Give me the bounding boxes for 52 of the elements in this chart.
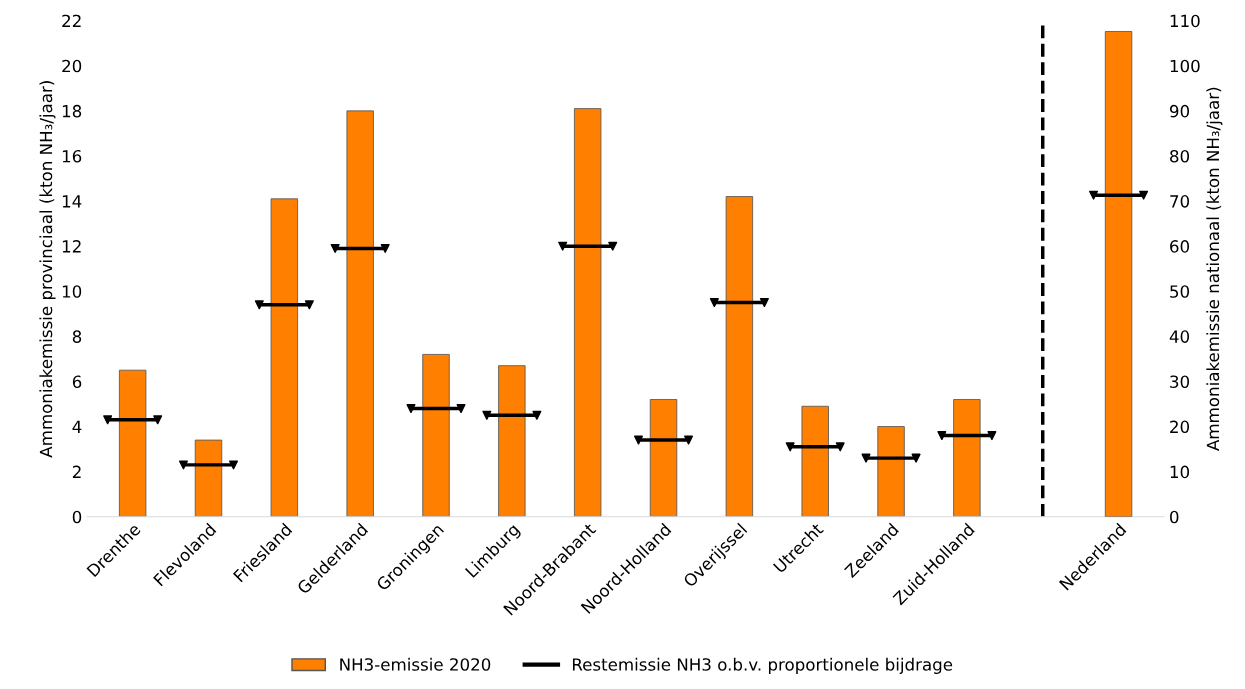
y-tick-label: 10 [62,285,82,298]
y-tick-label: 6 [72,375,82,389]
point [911,453,921,463]
y-tick-label: 20 [62,59,82,73]
y2-tick-label: 30 [1170,375,1190,389]
bar [649,399,678,517]
point [835,442,845,452]
point [532,410,542,420]
y-tick-label: 18 [62,104,82,118]
bar [953,399,981,517]
point [456,404,466,414]
point [987,431,997,441]
y2-tick-label: 60 [1170,240,1190,253]
y-tick-label: 2 [72,465,81,478]
y2-tick-label: 70 [1170,195,1190,208]
y2-tick-label: 50 [1170,285,1190,298]
bar [498,365,526,517]
y2-tick-label: 0 [1170,510,1179,524]
bar [574,108,602,517]
y2-tick-label: 110 [1170,14,1200,28]
bar [801,405,829,517]
bar [346,110,374,517]
y-tick-label: 8 [72,330,82,343]
y2-tick-label: 80 [1170,149,1190,163]
y-tick-label: 12 [62,240,81,253]
bar [725,196,754,517]
y2-tick-label: 90 [1169,104,1190,118]
legend-label: Restemissie NH3 o.b.v. proportionele bijdrage [572,657,953,674]
bar [118,369,147,517]
bar [270,198,299,517]
y2-tick-label: 100 [1170,59,1200,73]
y-axis-title: Ammoniakemissie provinciaal (kton NH₃/jaar) [39,81,56,458]
y-tick-label: 0 [72,510,82,524]
bar [877,426,905,517]
y2-tick-label: 10 [1170,465,1190,479]
y-tick-label: 4 [72,420,82,433]
point [229,460,239,470]
point [608,241,618,251]
point [684,435,694,445]
legend-label: NH3-emissie 2020 [340,657,491,671]
point [304,300,314,310]
y-tick-label: 14 [62,195,82,208]
point [759,298,769,308]
y2-tick-label: 40 [1169,330,1190,343]
point [153,415,163,425]
y2-axis-title: Ammoniakemissie nationaal (kton NH₃/jaar) [1206,87,1223,451]
y-tick-label: 22 [62,14,81,27]
point [380,243,390,253]
bar [422,353,450,517]
bar [194,439,223,517]
y2-tick-label: 20 [1170,420,1190,434]
y-tick-label: 16 [62,149,82,163]
